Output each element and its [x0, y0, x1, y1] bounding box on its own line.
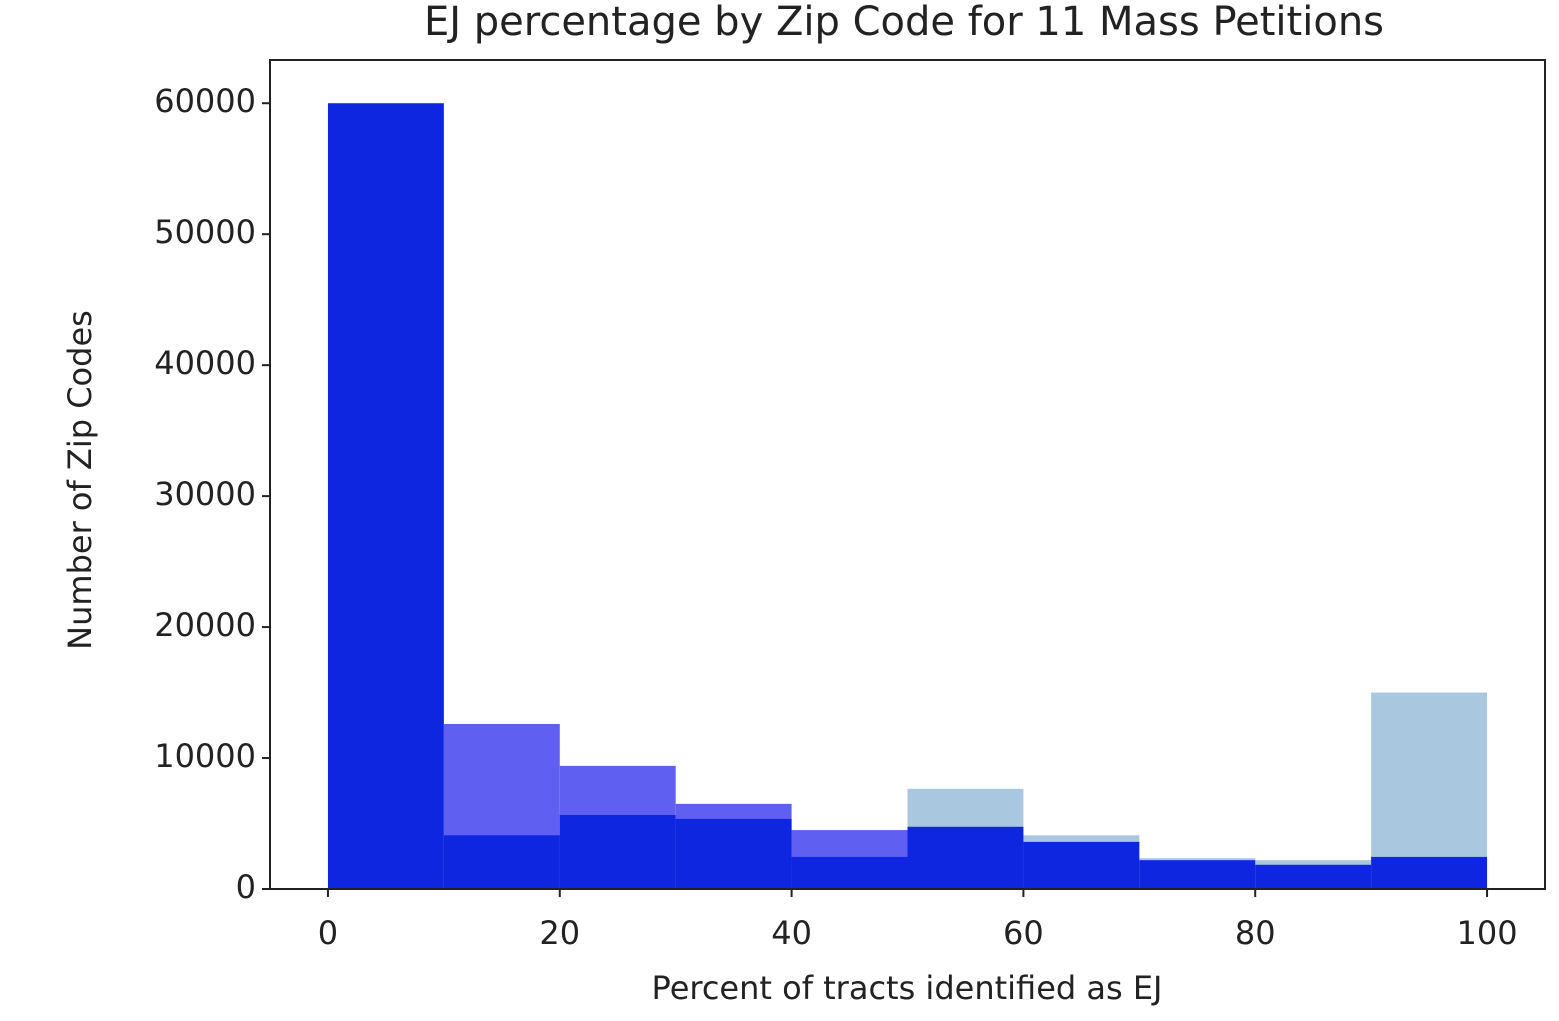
histogram-bar: [907, 826, 1024, 889]
y-tick-label: 40000: [154, 344, 256, 382]
x-tick-label: 40: [771, 914, 812, 952]
y-tick-label: 30000: [154, 475, 256, 513]
histogram-bar: [1371, 856, 1488, 889]
histogram-bar: [675, 818, 792, 889]
histogram-bar: [1139, 860, 1256, 889]
y-tick-label: 60000: [154, 82, 256, 120]
histogram-bar: [791, 856, 908, 889]
histogram-bar: [559, 815, 676, 889]
histogram-bar: [1023, 841, 1140, 889]
y-tick-label: 20000: [154, 606, 256, 644]
plot-frame: [269, 59, 1546, 890]
y-tick-label: 10000: [154, 737, 256, 775]
chart-title: EJ percentage by Zip Code for 11 Mass Pe…: [424, 0, 1384, 45]
x-tick-label: 100: [1457, 914, 1518, 952]
y-tick-label: 50000: [154, 213, 256, 251]
histogram-bar: [327, 103, 444, 889]
histogram-bar: [443, 835, 560, 889]
histogram-bar: [1371, 692, 1488, 889]
x-tick-label: 20: [539, 914, 580, 952]
x-axis-label: Percent of tracts identified as EJ: [652, 969, 1163, 1007]
x-tick-label: 0: [318, 914, 338, 952]
x-tick-label: 80: [1235, 914, 1276, 952]
histogram-bar: [1255, 864, 1372, 889]
x-tick-label: 60: [1003, 914, 1044, 952]
y-axis-label: Number of Zip Codes: [61, 310, 99, 650]
y-tick-label: 0: [236, 868, 256, 906]
